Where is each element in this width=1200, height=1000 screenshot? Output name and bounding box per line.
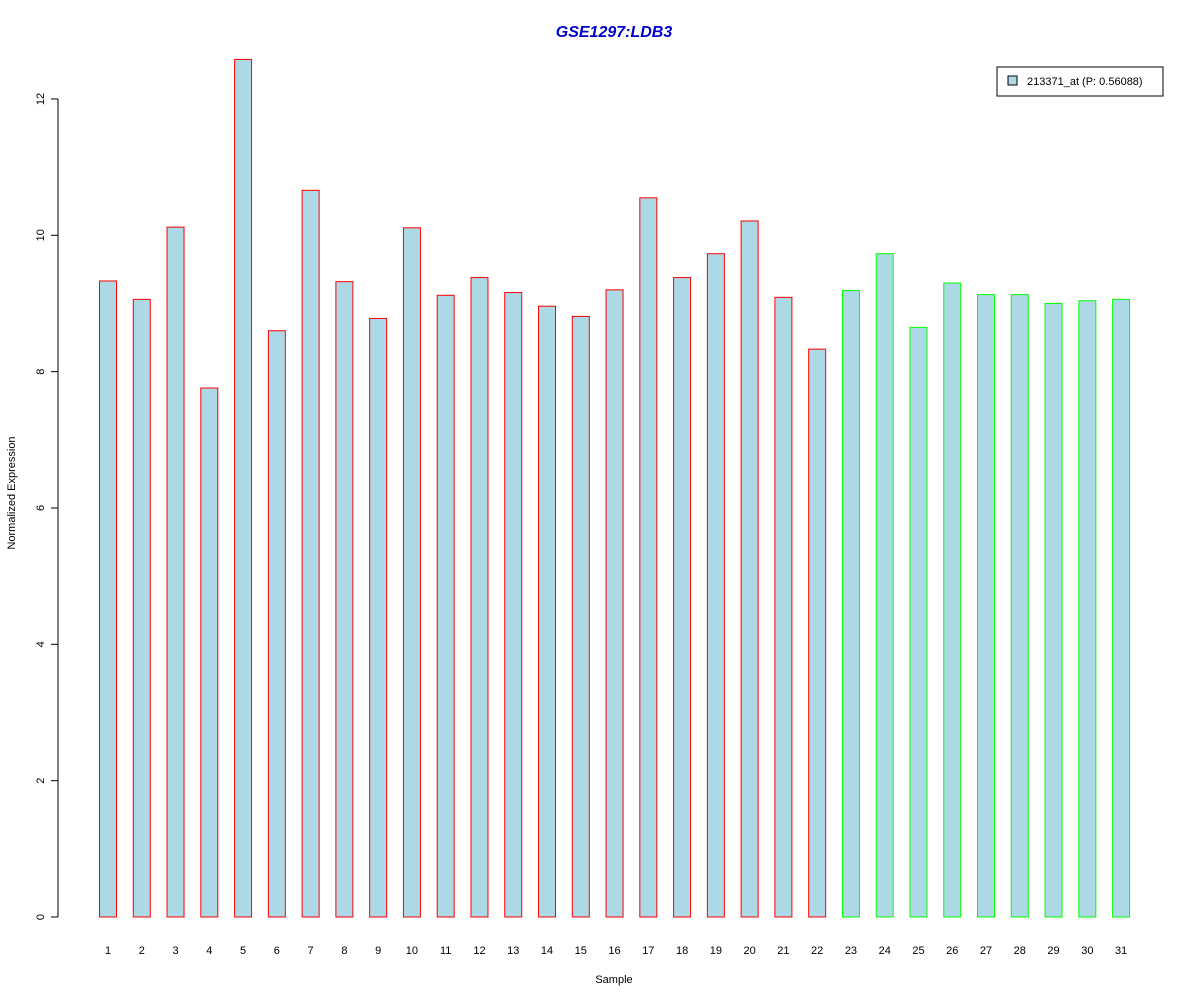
x-tick-label: 8 [341, 945, 347, 957]
bar [841, 290, 860, 918]
x-tick-label: 20 [744, 945, 756, 957]
x-tick-label: 24 [879, 945, 891, 957]
x-tick-label: 10 [406, 945, 418, 957]
bar [1044, 302, 1063, 918]
bar [808, 348, 827, 918]
bar [436, 294, 455, 918]
bar [1078, 300, 1097, 918]
x-tick-label: 30 [1081, 945, 1093, 957]
x-tick-label: 5 [240, 945, 246, 957]
x-tick-label: 25 [912, 945, 924, 957]
y-tick-label: 6 [35, 505, 47, 511]
x-tick-label: 6 [274, 945, 280, 957]
bar [234, 58, 253, 918]
bar [166, 226, 185, 918]
legend-label: 213371_at (P: 0.56088) [1027, 76, 1143, 88]
legend: 213371_at (P: 0.56088) [996, 66, 1164, 97]
bar-group [99, 58, 1131, 918]
x-axis-label: Sample [595, 974, 632, 986]
x-tick-label: 22 [811, 945, 823, 957]
y-tick-label: 0 [35, 914, 47, 920]
bar [99, 280, 117, 918]
y-tick-label: 12 [35, 93, 47, 105]
y-axis-label: Normalized Expression [6, 436, 18, 549]
legend-swatch [1007, 75, 1018, 86]
x-tick-label: 29 [1047, 945, 1059, 957]
bar [639, 197, 658, 918]
x-tick-label: 2 [139, 945, 145, 957]
bar [774, 296, 793, 918]
x-tick-label: 23 [845, 945, 857, 957]
x-tick-label: 11 [440, 945, 451, 957]
y-tick-label: 2 [35, 778, 47, 784]
bar [200, 387, 219, 918]
bar [706, 253, 725, 918]
bar [132, 298, 151, 918]
x-tick-label: 12 [473, 945, 485, 957]
x-tick-label: 19 [710, 945, 722, 957]
bar [402, 227, 421, 918]
x-tick-label: 1 [105, 945, 111, 957]
bar [909, 326, 928, 918]
bar [267, 330, 286, 918]
x-tick-label: 28 [1014, 945, 1026, 957]
bar [504, 292, 523, 918]
bar [740, 220, 759, 918]
x-tick-label: 7 [308, 945, 314, 957]
bar [1010, 294, 1029, 918]
bar [943, 282, 962, 918]
x-tick-label: 9 [375, 945, 381, 957]
x-tick-label: 14 [541, 945, 553, 957]
x-tick-label: 16 [608, 945, 620, 957]
x-tick-labels: 1 2 3 4 5 6 7 8 9 10 11 12 13 14 15 16 17 18 19 20 21 22 23 24 2… [105, 945, 1127, 957]
chart-title: GSE1297:LDB3 [556, 24, 673, 41]
bar [977, 294, 996, 918]
bar [538, 305, 557, 918]
y-axis: 0 2 4 6 8 10 12 [35, 93, 59, 920]
x-tick-label: 27 [980, 945, 992, 957]
bar [673, 277, 692, 918]
bar [369, 317, 388, 918]
x-tick-label: 26 [946, 945, 958, 957]
bar [571, 315, 590, 918]
x-tick-label: 21 [777, 945, 789, 957]
x-tick-label: 17 [642, 945, 654, 957]
bar [875, 253, 894, 918]
bar [470, 277, 489, 918]
y-tick-label: 8 [35, 369, 47, 375]
x-tick-label: 18 [676, 945, 688, 957]
bar [335, 281, 354, 918]
bar [301, 189, 320, 918]
x-tick-label: 4 [206, 945, 212, 957]
y-tick-label: 10 [35, 229, 47, 241]
legend-box [996, 66, 1164, 97]
x-tick-label: 31 [1115, 945, 1127, 957]
y-tick-label: 4 [35, 641, 47, 647]
x-tick-label: 15 [575, 945, 587, 957]
x-tick-label: 3 [172, 945, 178, 957]
x-tick-label: 13 [507, 945, 519, 957]
bar [1112, 298, 1131, 918]
bar [605, 289, 624, 918]
